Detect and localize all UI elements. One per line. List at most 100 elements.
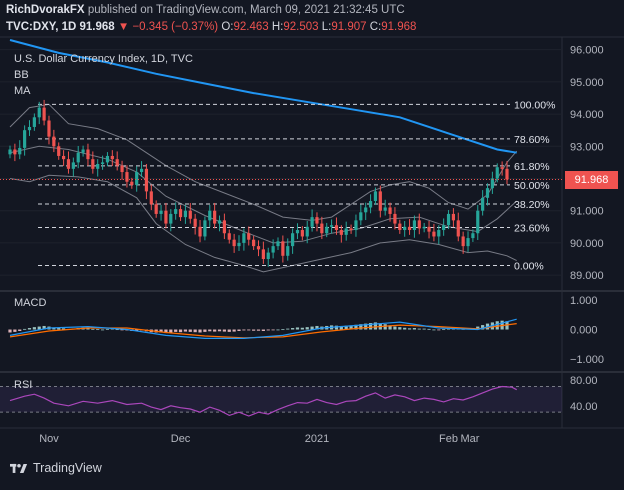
macd-line [9, 318, 517, 339]
candle-body [27, 126, 32, 131]
candle-body [286, 246, 290, 256]
macd-histogram-bar [32, 327, 36, 330]
candle-body [354, 220, 358, 231]
chart-title: U.S. Dollar Currency Index, 1D, TVC [14, 53, 193, 65]
candle-body [130, 181, 134, 185]
macd-histogram-bar [217, 329, 222, 332]
candle-body [471, 233, 475, 239]
candle-body [451, 213, 456, 221]
candle-body [485, 188, 490, 198]
candle-body [432, 231, 436, 237]
candle-body [481, 197, 485, 211]
rsi-line [9, 385, 517, 417]
macd-tick-label: 0.000 [570, 325, 598, 337]
moving-average [9, 39, 517, 154]
candle-body [222, 220, 226, 234]
macd-histogram-bar [368, 323, 373, 330]
macd-histogram-bar [388, 325, 392, 330]
candle-body [466, 238, 470, 247]
ohlc-close-label: C: [369, 21, 382, 33]
macd-histogram-bar [344, 325, 348, 330]
rsi-label[interactable]: RSI [14, 379, 32, 391]
time-tick-label: Dec [171, 433, 191, 445]
time-tick-label: Mar [461, 433, 480, 445]
price-tick-label: 94.000 [570, 109, 604, 121]
candle-body [42, 107, 46, 121]
macd-histogram-bar [96, 329, 100, 331]
tradingview-logo[interactable]: TradingView [10, 461, 102, 475]
candle-body [193, 218, 197, 227]
macd-histogram-bar [266, 329, 270, 331]
macd-histogram-bar [252, 329, 256, 331]
ohlc-low: 91.907 [331, 21, 367, 33]
rsi-indicator: 80.00 40.00 [0, 375, 598, 417]
candle-body [52, 136, 56, 147]
candle-body [8, 149, 12, 155]
published-text: published on TradingView.com, March 09, … [87, 4, 405, 16]
macd-histogram-bar [295, 327, 300, 330]
candlesticks [8, 99, 509, 267]
macd-histogram-bar [8, 329, 12, 333]
candle-body [344, 228, 348, 235]
candle-body [271, 246, 275, 253]
macd-histogram-bar [135, 329, 139, 331]
fib-level-label: 23.60% [514, 222, 550, 234]
candle-body [364, 207, 368, 213]
bb-legend[interactable]: BB [14, 69, 29, 81]
macd-histogram-bar [232, 329, 236, 332]
fibonacci-retracement[interactable]: 100.00% 78.60% 61.80% 50.00% 38.20% 23.60% 0.0… [38, 99, 555, 272]
macd-histogram-bar [222, 329, 226, 332]
candle-body [76, 152, 80, 163]
symbol-quote: TVC:DXY, 1D 91.968 ▼ −0.345 (−0.37%) O:9… [6, 21, 416, 33]
candle-body [256, 246, 261, 250]
candle-body [213, 210, 217, 224]
last-price: 91.968 [79, 21, 115, 33]
macd-histogram-bar [334, 325, 339, 330]
candle-body [125, 172, 129, 182]
ohlc-high-label: H: [271, 21, 284, 33]
bb-lower-line [9, 174, 517, 273]
macd-histogram-bar [178, 329, 183, 333]
macd-histogram-bar [105, 328, 110, 330]
macd-histogram-bar [115, 329, 119, 331]
time-tick-label: 2021 [305, 433, 329, 445]
candle-body [383, 207, 387, 211]
candle-body [139, 168, 144, 173]
macd-histogram-bar [13, 329, 17, 332]
candle-body [100, 162, 105, 164]
macd-histogram-bar [300, 327, 304, 330]
rsi-tick-label: 80.00 [570, 375, 598, 387]
candle-body [442, 225, 446, 231]
macd-histogram-bar [193, 329, 197, 333]
macd-histogram-bar [432, 329, 436, 331]
macd-histogram-bar [261, 329, 265, 331]
candle-body [393, 213, 397, 224]
ma-legend[interactable]: MA [14, 85, 31, 97]
candle-body [456, 220, 460, 237]
macd-histogram-bar [286, 328, 290, 330]
macd-histogram-bar [110, 328, 114, 330]
ohlc-high: 92.503 [283, 21, 319, 33]
candle-body [149, 191, 153, 205]
price-gridlines [0, 49, 562, 276]
macd-label[interactable]: MACD [14, 297, 46, 309]
ohlc-open: 92.463 [233, 21, 269, 33]
candle-body [135, 172, 139, 185]
author-name[interactable]: RichDvorakFX [6, 4, 85, 16]
candle-body [91, 159, 95, 169]
macd-histogram-bar [198, 329, 202, 333]
macd-histogram-bar [242, 329, 246, 331]
macd-indicator: 1.000 0.000 −1.000 [8, 295, 604, 366]
macd-histogram-bar [364, 323, 368, 330]
macd-histogram-bar [349, 325, 353, 330]
macd-histogram-bar [159, 329, 163, 333]
candle-body [300, 230, 304, 237]
candle-body [320, 223, 324, 234]
candle-body [217, 220, 222, 224]
macd-histogram-bar [339, 325, 343, 330]
ohlc-open-label: O: [221, 21, 234, 33]
candle-body [203, 220, 207, 237]
macd-histogram-bar [188, 329, 192, 332]
price-tick-label: 95.000 [570, 77, 604, 89]
